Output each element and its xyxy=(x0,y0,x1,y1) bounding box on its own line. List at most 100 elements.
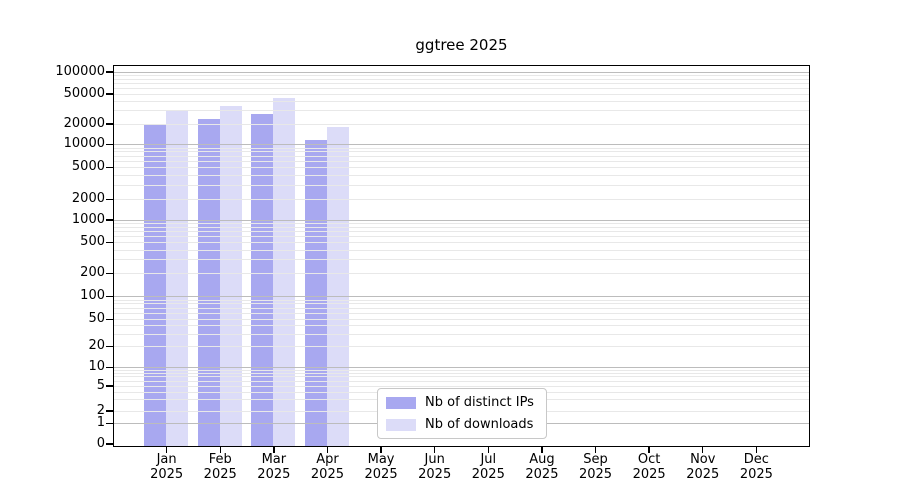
x-tick-mark xyxy=(165,447,168,453)
x-tick-label: Aug 2025 xyxy=(506,452,578,482)
gridline-minor xyxy=(113,242,810,244)
gridline-minor xyxy=(113,334,810,336)
y-tick-mark xyxy=(106,346,113,348)
y-tick-label: 50000 xyxy=(63,85,105,101)
gridline-minor xyxy=(113,231,810,233)
x-tick-year: 2025 xyxy=(739,467,773,482)
y-tick-label: 5000 xyxy=(71,159,105,175)
x-tick-year: 2025 xyxy=(471,467,505,482)
y-tick-label: 100 xyxy=(80,288,105,304)
gridline-minor xyxy=(113,198,810,200)
x-tick-label: Jan 2025 xyxy=(131,452,203,482)
gridline-minor xyxy=(113,307,810,309)
gridline-minor xyxy=(113,151,810,153)
gridline-minor xyxy=(113,155,810,157)
gridline-major xyxy=(113,219,810,221)
x-tick-mark xyxy=(273,447,275,453)
gridline-minor xyxy=(113,318,810,320)
legend-item: Nb of downloads xyxy=(386,417,534,432)
gridline-minor xyxy=(113,147,810,149)
y-tick-label: 20 xyxy=(88,338,105,354)
x-tick-month: Aug xyxy=(529,452,555,467)
x-tick-mark xyxy=(702,447,704,453)
y-tick-label: 20000 xyxy=(63,115,105,131)
y-tick-label: 10 xyxy=(88,358,105,374)
x-tick-mark xyxy=(648,447,650,453)
x-tick-mark xyxy=(594,447,597,453)
x-tick-month: Jan xyxy=(156,452,177,467)
x-tick-label: May 2025 xyxy=(345,452,417,482)
y-tick-label: 10000 xyxy=(63,136,105,151)
gridline-minor xyxy=(113,93,810,95)
x-tick-mark xyxy=(326,447,329,453)
gridline-minor xyxy=(113,312,810,314)
x-tick-label: Mar 2025 xyxy=(238,452,310,482)
gridline-minor xyxy=(113,100,810,102)
gridline-major xyxy=(113,296,810,298)
y-tick-mark xyxy=(106,71,113,73)
y-tick-label: 50 xyxy=(88,310,105,326)
y-tick-mark xyxy=(106,167,113,169)
x-tick-year: 2025 xyxy=(257,467,291,482)
x-tick-month: Nov xyxy=(690,452,716,467)
bar-distinct-ips xyxy=(197,119,220,447)
y-tick-label: 2000 xyxy=(71,190,105,206)
x-tick-year: 2025 xyxy=(632,467,666,482)
bar-downloads xyxy=(219,105,242,447)
y-tick-label: 2 xyxy=(96,402,105,418)
x-tick-year: 2025 xyxy=(310,467,344,482)
x-tick-month: Jul xyxy=(480,452,497,467)
y-tick-label: 200 xyxy=(80,264,105,280)
x-tick-label: Dec 2025 xyxy=(720,452,792,482)
x-tick-label: Nov 2025 xyxy=(667,452,739,482)
x-tick-year: 2025 xyxy=(525,467,559,482)
chart-title: ggtree 2025 xyxy=(415,36,508,54)
x-tick-mark xyxy=(541,447,543,453)
x-tick-mark xyxy=(755,447,758,453)
x-tick-year: 2025 xyxy=(150,467,184,482)
y-tick-mark xyxy=(106,296,113,298)
gridline-minor xyxy=(113,87,810,89)
gridline-minor xyxy=(113,78,810,80)
gridline-minor xyxy=(113,272,810,274)
legend-label: Nb of distinct IPs xyxy=(425,395,534,410)
gridline-minor xyxy=(113,380,810,382)
x-tick-month: Sep xyxy=(583,452,608,467)
gridline-minor xyxy=(113,259,810,261)
x-tick-month: Mar xyxy=(261,452,287,467)
gridline-minor xyxy=(113,346,810,348)
x-tick-year: 2025 xyxy=(578,467,613,482)
x-tick-month: May xyxy=(367,452,395,467)
gridline-minor xyxy=(113,369,810,371)
y-tick-label: 1 xyxy=(96,414,105,430)
gridline-minor xyxy=(113,222,810,224)
x-tick-year: 2025 xyxy=(364,467,398,482)
y-tick-label: 500 xyxy=(80,234,105,250)
x-tick-label: Feb 2025 xyxy=(184,452,256,482)
gridline-minor xyxy=(113,236,810,238)
gridline-minor xyxy=(113,74,810,76)
x-tick-year: 2025 xyxy=(203,467,237,482)
legend-swatch-distinct-ips xyxy=(386,396,416,409)
bar-downloads xyxy=(166,110,189,447)
x-tick-label: Sep 2025 xyxy=(560,452,632,482)
y-tick-mark xyxy=(106,219,113,221)
y-tick-mark xyxy=(106,123,113,125)
y-tick-mark xyxy=(106,318,113,320)
x-tick-label: Apr 2025 xyxy=(291,452,363,482)
gridline-minor xyxy=(113,123,810,125)
y-tick-label: 5 xyxy=(96,377,105,393)
y-tick-mark xyxy=(106,385,113,387)
y-tick-label: 100000 xyxy=(55,63,105,79)
y-tick-mark xyxy=(106,410,113,412)
x-tick-month: Jun xyxy=(424,452,445,467)
legend-label: Nb of downloads xyxy=(425,417,534,432)
y-tick-mark xyxy=(106,272,113,274)
x-tick-mark xyxy=(487,447,489,453)
gridline-major xyxy=(113,144,810,145)
gridline-minor xyxy=(113,167,810,169)
x-tick-month: Oct xyxy=(637,452,661,467)
y-tick-mark xyxy=(106,93,113,95)
x-tick-year: 2025 xyxy=(418,467,452,482)
